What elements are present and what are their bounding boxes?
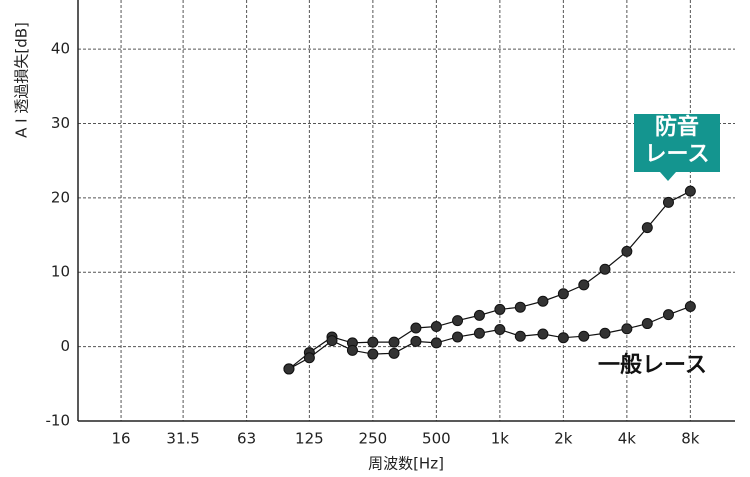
data-point [473,309,485,321]
data-point [326,335,338,347]
data-point [537,328,549,340]
y-tick-label: 10 [51,263,70,281]
data-point [557,332,569,344]
data-point [388,347,400,359]
y-tick-label: 30 [51,114,70,132]
data-point [283,363,295,375]
x-tick-label: 16 [112,430,131,448]
data-point [684,300,696,312]
data-point [430,337,442,349]
x-tick-label: 1k [491,430,510,448]
data-point [537,295,549,307]
data-point [494,324,506,336]
data-point [346,344,358,356]
y-tick-label: 40 [51,40,70,58]
data-point [367,336,379,348]
data-point [557,288,569,300]
data-point [452,331,464,343]
x-tick-label: 31.5 [166,430,199,448]
data-point [367,348,379,360]
data-point [684,185,696,197]
data-point [599,327,611,339]
data-point [599,263,611,275]
data-point [494,303,506,315]
data-point [641,318,653,330]
data-point [514,330,526,342]
x-tick-label: 8k [681,430,700,448]
data-point [388,336,400,348]
y-tick-label: 0 [60,337,70,355]
y-tick-label: 20 [51,188,70,206]
series-label: 防音 レース [634,114,720,172]
x-tick-label: 63 [237,430,256,448]
x-tick-label: 500 [422,430,451,448]
x-tick-label: 125 [295,430,324,448]
data-point [662,196,674,208]
data-point [430,321,442,333]
y-axis-label: A I 透過損失[dB] [13,22,31,138]
x-tick-label: 2k [554,430,573,448]
data-point [410,322,422,334]
data-point [621,245,633,257]
data-point [410,335,422,347]
y-tick-label: -10 [46,412,71,430]
data-point [641,222,653,234]
series-label: 一般レース [598,353,707,378]
data-point [473,327,485,339]
data-point [578,279,590,291]
x-axis-label: 周波数[Hz] [368,455,444,473]
x-tick-label: 4k [618,430,637,448]
data-point [662,309,674,321]
data-point [303,352,315,364]
data-point [621,323,633,335]
data-point [452,315,464,327]
data-point [578,330,590,342]
data-point [514,301,526,313]
x-tick-label: 250 [359,430,388,448]
